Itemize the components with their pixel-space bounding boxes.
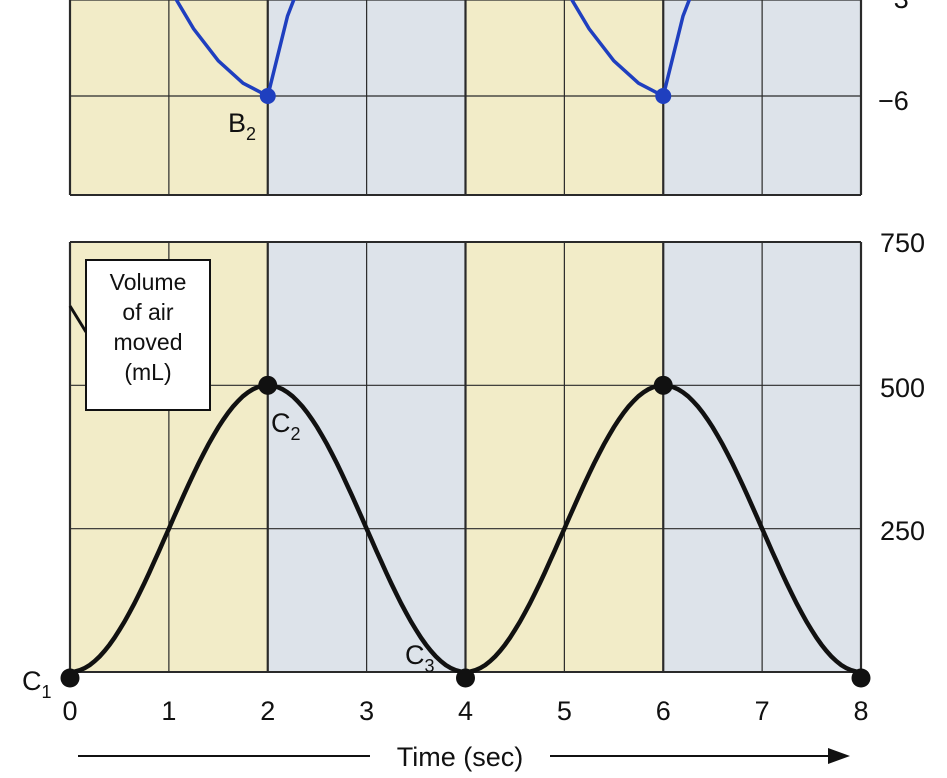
volume-panel: Volume of air moved (mL) 750 500 250 0 1 2… <box>22 228 925 772</box>
pressure-curve-cycle-1 <box>174 0 296 99</box>
volume-tick-250: 250 <box>880 516 925 546</box>
prior-cycle-fragment <box>68 305 88 333</box>
x-axis-title: Time (sec) <box>78 742 850 772</box>
volume-markers <box>60 375 871 688</box>
box-line-4: (mL) <box>124 359 171 385</box>
volume-tick-750: 750 <box>880 228 925 258</box>
pressure-curve-cycle-2 <box>569 0 692 99</box>
x-tick-label: 3 <box>359 696 374 726</box>
volume-point-0 <box>60 668 80 688</box>
point-label-c2: C2 <box>271 408 301 444</box>
pressure-tick-partial: −3 <box>878 0 909 14</box>
box-line-3: moved <box>113 329 182 355</box>
pressure-point-1 <box>655 88 672 104</box>
x-axis-label: Time (sec) <box>397 742 524 772</box>
x-tick-label: 1 <box>161 696 176 726</box>
arrow-right-icon <box>828 748 850 764</box>
pressure-markers <box>259 88 672 104</box>
point-label-b2: B2 <box>228 108 256 144</box>
x-tick-label: 0 <box>62 696 77 726</box>
x-tick-label: 5 <box>557 696 572 726</box>
point-label-c3: C3 <box>405 640 435 676</box>
volume-label-box: Volume of air moved (mL) <box>85 259 211 411</box>
volume-tick-500: 500 <box>880 373 925 403</box>
pressure-point-0 <box>259 88 276 104</box>
point-label-c1: C1 <box>22 666 52 702</box>
volume-point-3 <box>653 375 673 395</box>
volume-point-1 <box>258 375 278 395</box>
x-tick-label: 4 <box>458 696 473 726</box>
x-tick-label: 8 <box>853 696 868 726</box>
x-tick-labels: 0 1 2 3 4 5 6 7 8 <box>62 696 868 726</box>
volume-point-2 <box>456 668 475 688</box>
x-tick-label: 7 <box>755 696 770 726</box>
volume-point-4 <box>851 668 871 688</box>
x-tick-label: 6 <box>656 696 671 726</box>
pressure-grid <box>68 0 863 196</box>
volume-grid <box>68 241 863 673</box>
pressure-tick-neg6: −6 <box>878 86 909 116</box>
box-line-1: Volume <box>110 269 187 295</box>
pressure-panel: −3 −6 B2 <box>68 0 909 196</box>
x-tick-label: 2 <box>260 696 275 726</box>
box-line-2: of air <box>122 299 173 325</box>
